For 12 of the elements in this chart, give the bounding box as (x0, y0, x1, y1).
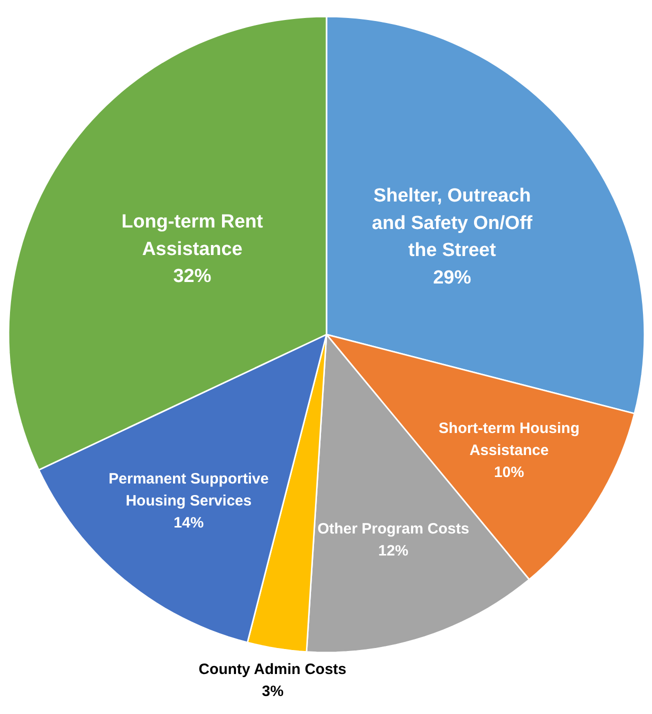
slice-label: County Admin Costs (198, 660, 346, 678)
data-label: 10% (494, 464, 524, 481)
slice-label: Shelter, Outreach and Safety On/Off the Street (372, 186, 534, 262)
data-label: 12% (378, 542, 408, 560)
slice-label: Other Program Costs (317, 520, 470, 538)
data-label: 29% (433, 268, 472, 288)
data-label: 32% (173, 266, 212, 288)
slice-label: Short-term Housing Assistance (438, 420, 580, 459)
slice-label: Long-term Rent Assistance (122, 212, 264, 260)
data-label: 14% (174, 514, 204, 532)
slice-label: Permanent Supportive Housing Services (108, 470, 269, 510)
data-label: 3% (262, 683, 284, 700)
